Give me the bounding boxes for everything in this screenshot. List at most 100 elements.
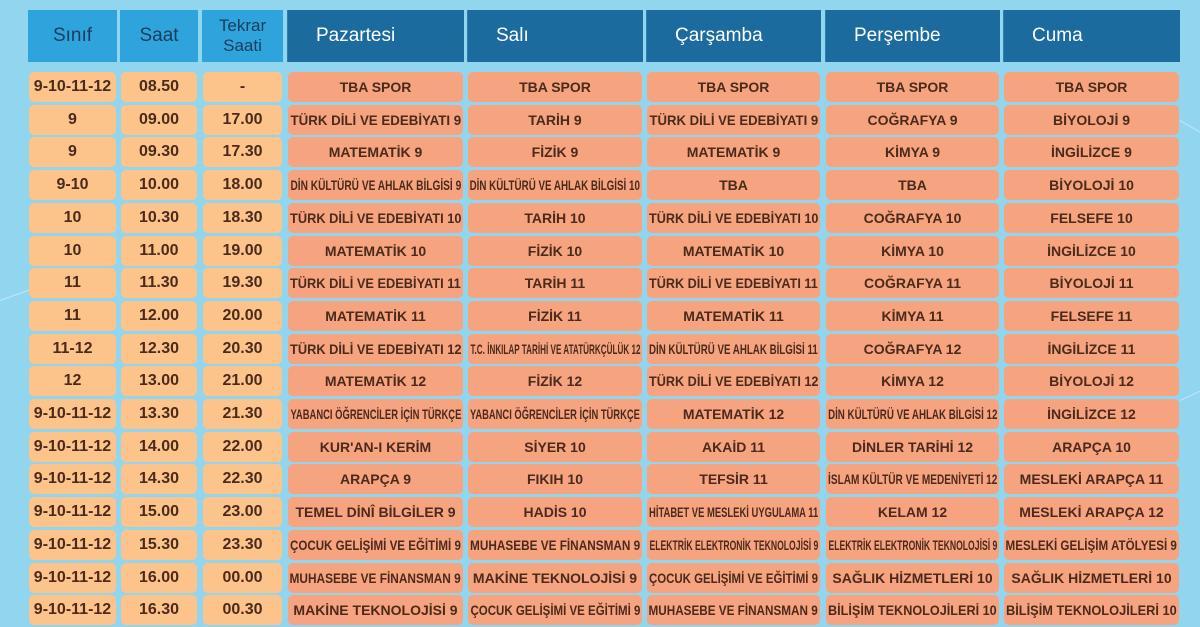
cell-lesson: TBA <box>647 170 820 201</box>
cell-text: MATEMATİK 10 <box>682 242 785 259</box>
cell-lesson: MAKİNE TEKNOLOJİSİ 9 <box>288 595 463 626</box>
cell-text: BİLİŞİM TEKNOLOJİLERİ 10 <box>828 602 997 619</box>
cell-lesson: KUR'AN-I KERİM <box>288 431 463 462</box>
cell-text: DİN KÜLTÜRÜ VE AHLAK BİLGİSİ 10 <box>469 177 641 194</box>
cell-saat: 16.30 <box>121 595 197 626</box>
cell-lesson: TÜRK DİLİ VE EDEBİYATI 10 <box>647 202 820 233</box>
cell-text: 9-10-11-12 <box>33 405 112 422</box>
header-cuma: Cuma <box>1003 10 1180 62</box>
cell-lesson: BİLİŞİM TEKNOLOJİLERİ 10 <box>1004 595 1179 626</box>
cell-lesson: MATEMATİK 10 <box>288 235 463 266</box>
cell-text: COĞRAFYA 12 <box>863 340 962 357</box>
cell-saat: 09.30 <box>121 137 197 168</box>
cell-saat: 12.30 <box>121 333 197 364</box>
cell-saat: 09.00 <box>121 104 197 135</box>
cell-tekrar: 17.30 <box>203 137 282 168</box>
cell-text: 10 <box>63 208 82 226</box>
cell-text: 09.30 <box>138 143 180 161</box>
cell-lesson: TBA SPOR <box>647 72 820 102</box>
cell-text: MUHASEBE VE FİNANSMAN 9 <box>469 536 641 553</box>
cell-text: YABANCI ÖĞRENCİLER İÇİN TÜRKÇE <box>290 406 461 422</box>
cell-text: TÜRK DİLİ VE EDEBİYATI 10 <box>289 209 462 226</box>
cell-text: TBA <box>719 177 748 194</box>
cell-text: 08.50 <box>138 78 180 95</box>
cell-text: SAĞLIK HİZMETLERİ 10 <box>832 569 993 586</box>
cell-text: TÜRK DİLİ VE EDEBİYATI 12 <box>648 373 819 390</box>
cell-text: AKAİD 11 <box>701 438 766 455</box>
cell-lesson: KİMYA 12 <box>826 366 999 397</box>
cell-lesson: MESLEKİ GELİŞİM ATÖLYESİ 9 <box>1004 529 1179 560</box>
cell-text: TÜRK DİLİ VE EDEBİYATI 12 <box>289 340 462 357</box>
cell-sinif: 12 <box>29 366 116 397</box>
cell-text: KELAM 12 <box>877 504 948 521</box>
cell-lesson: DİNLER TARİHİ 12 <box>826 431 999 462</box>
cell-lesson: TEMEL DİNÎ BİLGİLER 9 <box>288 497 463 528</box>
cell-text: FIKIH 10 <box>526 471 583 488</box>
cell-text: TÜRK DİLİ VE EDEBİYATI 10 <box>648 209 819 226</box>
cell-text: DİN KÜLTÜRÜ VE AHLAK BİLGİSİ 12 <box>827 406 998 422</box>
cell-text: 09.00 <box>138 110 180 128</box>
cell-text: FİZİK 9 <box>531 144 579 161</box>
cell-text: FİZİK 11 <box>528 307 582 324</box>
cell-text: 18.00 <box>222 176 263 194</box>
cell-tekrar: 23.00 <box>203 497 282 528</box>
cell-text: 19.30 <box>222 274 263 292</box>
cell-text: 13.30 <box>138 405 180 422</box>
cell-text: BİYOLOJİ 11 <box>1049 275 1134 292</box>
cell-text: TBA SPOR <box>1055 79 1128 95</box>
cell-text: - <box>239 78 246 95</box>
cell-lesson: FELSEFE 10 <box>1004 202 1179 233</box>
cell-lesson: MUHASEBE VE FİNANSMAN 9 <box>647 595 820 626</box>
cell-lesson: DİN KÜLTÜRÜ VE AHLAK BİLGİSİ 12 <box>826 399 999 429</box>
cell-tekrar: 22.30 <box>203 464 282 495</box>
cell-text: FELSEFE 11 <box>1050 307 1133 324</box>
cell-lesson: FİZİK 11 <box>468 300 642 331</box>
cell-text: MUHASEBE VE FİNANSMAN 9 <box>289 569 462 586</box>
cell-text: MATEMATİK 11 <box>683 307 784 324</box>
cell-text: ÇOCUK GELİŞİMİ VE EĞİTİMİ 9 <box>649 569 818 586</box>
cell-sinif: 9 <box>29 137 116 168</box>
cell-tekrar: 23.30 <box>203 529 282 560</box>
cell-text: TARİH 9 <box>528 111 582 128</box>
cell-text: 9 <box>68 143 77 161</box>
cell-lesson: KİMYA 10 <box>826 235 999 266</box>
cell-sinif: 9-10-11-12 <box>29 497 116 528</box>
cell-text: 23.30 <box>222 535 263 553</box>
cell-lesson: MATEMATİK 11 <box>647 300 820 331</box>
cell-text: MUHASEBE VE FİNANSMAN 9 <box>648 602 819 619</box>
header-saat: Saat <box>120 10 198 62</box>
cell-saat: 11.30 <box>121 268 197 299</box>
cell-text: 11.00 <box>139 241 179 259</box>
cell-text: KİMYA 12 <box>881 373 944 390</box>
cell-lesson: HİTABET VE MESLEKİ UYGULAMA 11 <box>647 497 820 528</box>
cell-text: 20.00 <box>222 306 263 324</box>
cell-lesson: TÜRK DİLİ VE EDEBİYATI 12 <box>647 366 820 397</box>
cell-lesson: TÜRK DİLİ VE EDEBİYATI 9 <box>288 104 463 135</box>
cell-lesson: SAĞLIK HİZMETLERİ 10 <box>826 562 999 593</box>
cell-text: ÇOCUK GELİŞİMİ VE EĞİTİMİ 9 <box>290 536 461 553</box>
header-tekrar-saati: Tekrar Saati <box>202 10 283 62</box>
cell-text: 00.00 <box>222 568 263 586</box>
cell-text: 9-10-11-12 <box>33 601 112 619</box>
cell-text: 22.00 <box>222 437 263 455</box>
cell-lesson: SAĞLIK HİZMETLERİ 10 <box>1004 562 1179 593</box>
cell-lesson: TARİH 11 <box>468 268 642 299</box>
cell-text: MATEMATİK 12 <box>324 373 427 390</box>
cell-text: BİLİŞİM TEKNOLOJİLERİ 10 <box>1006 602 1177 619</box>
cell-text: MESLEKİ GELİŞİM ATÖLYESİ 9 <box>1005 536 1178 553</box>
cell-text: TBA SPOR <box>876 79 949 95</box>
cell-lesson: MATEMATİK 12 <box>288 366 463 397</box>
cell-saat: 12.00 <box>121 300 197 331</box>
cell-tekrar: 22.00 <box>203 431 282 462</box>
cell-text: 22.30 <box>222 470 263 488</box>
cell-lesson: İNGİLİZCE 10 <box>1004 235 1179 266</box>
cell-text: KUR'AN-I KERİM <box>319 438 432 455</box>
cell-saat: 15.00 <box>121 497 197 528</box>
cell-text: FİZİK 10 <box>527 242 583 259</box>
cell-lesson: HADİS 10 <box>468 497 642 528</box>
cell-saat: 15.30 <box>121 529 197 560</box>
cell-text: 12.00 <box>138 306 180 324</box>
cell-sinif: 9-10-11-12 <box>29 529 116 560</box>
cell-lesson: SİYER 10 <box>468 431 642 462</box>
header-sali: Salı <box>467 10 643 62</box>
